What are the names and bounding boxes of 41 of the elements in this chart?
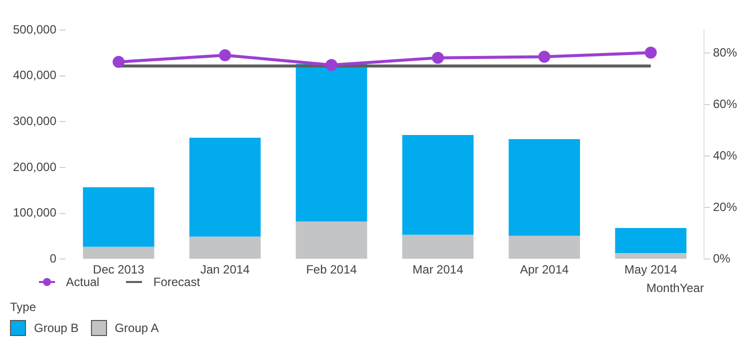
legend-label: Group B: [34, 321, 79, 335]
point: [644, 46, 657, 59]
x-tick-label: Dec 2013: [92, 262, 145, 277]
y2-tick-label: 80%: [712, 45, 738, 60]
bar: [508, 139, 580, 236]
point: [538, 50, 550, 63]
y2-tick-label: 20%: [712, 200, 738, 214]
bar: [296, 64, 368, 222]
legend-label: Group A: [114, 321, 159, 335]
bar: [189, 138, 261, 237]
bar: [296, 222, 368, 259]
bar: [615, 253, 686, 259]
bar: [82, 187, 154, 247]
x-tick-label: Jan 2014: [200, 262, 250, 277]
point: [432, 52, 444, 64]
bar: [189, 236, 261, 259]
x-tick-label: Apr 2014: [520, 262, 570, 277]
point: [112, 56, 125, 68]
x-tick-label: May 2014: [624, 262, 678, 277]
y-tick-label: 300,000: [12, 114, 57, 128]
y-tick-label: 500,000: [12, 22, 57, 36]
y-tick-label: 100,000: [12, 206, 57, 220]
y2-tick-label: 0%: [712, 252, 731, 266]
y-tick-label: 200,000: [12, 160, 57, 174]
x-axis-title: MonthYear: [646, 281, 704, 296]
x-tick-label: Feb 2014: [306, 262, 358, 277]
bar: [82, 246, 154, 259]
y2-tick-label: 40%: [712, 148, 738, 162]
x-tick-label: Mar 2014: [412, 262, 464, 277]
y2-tick-label: 60%: [712, 96, 738, 111]
bar: [402, 234, 474, 259]
point: [325, 59, 338, 72]
y-tick-label: 400,000: [12, 68, 57, 82]
point: [219, 49, 232, 62]
legend-label: Actual: [66, 275, 100, 289]
legend-title: Type: [10, 300, 38, 314]
bar: [615, 228, 686, 254]
bar: [402, 134, 474, 235]
bar: [508, 236, 580, 259]
y-tick-label: 0: [50, 252, 57, 266]
legend-label: Forecast: [153, 275, 200, 289]
